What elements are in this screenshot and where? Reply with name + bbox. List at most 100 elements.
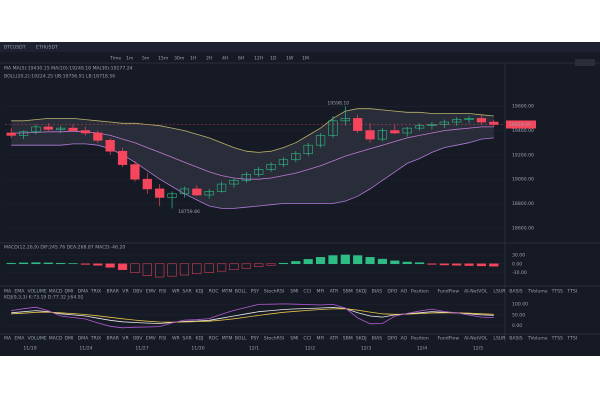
indicator-tab[interactable]: DMA: [78, 336, 90, 342]
indicator-tab[interactable]: DPO: [387, 336, 397, 342]
indicator-tab[interactable]: TVolume: [527, 336, 548, 342]
macd-bar: [402, 261, 412, 265]
indicator-tab[interactable]: DMI: [65, 289, 74, 295]
indicator-tab[interactable]: TTSS: [551, 289, 563, 295]
candle-body: [328, 120, 338, 136]
indicator-tab[interactable]: DPO: [387, 289, 397, 295]
indicator-tab[interactable]: TTSS: [551, 336, 563, 342]
indicator-tab[interactable]: KDJ: [196, 336, 204, 342]
indicator-tab[interactable]: BOLL: [235, 336, 247, 342]
indicator-tab[interactable]: WR: [172, 289, 181, 295]
indicator-tab[interactable]: PSY: [251, 336, 260, 342]
indicator-tab[interactable]: MFI: [317, 289, 325, 295]
indicator-tab[interactable]: TTSI: [566, 289, 577, 295]
indicator-tab[interactable]: AO: [401, 336, 408, 342]
indicator-tab[interactable]: WR: [172, 336, 181, 342]
timeframe-button[interactable]: 1M: [302, 56, 309, 62]
macd-bar: [18, 262, 29, 265]
timeframe-button[interactable]: 1W: [286, 56, 294, 62]
indicator-tab[interactable]: LSUR: [493, 336, 506, 342]
timeframe-button[interactable]: 5m: [142, 56, 150, 62]
timeframe-button[interactable]: 12H: [254, 56, 263, 62]
indicator-tab[interactable]: FundFlow: [438, 289, 460, 295]
macd-bar: [80, 263, 91, 265]
indicator-tab[interactable]: SKDJ: [356, 289, 367, 295]
symbol-tab[interactable]: ETHUSDT: [36, 45, 58, 51]
settings-button[interactable]: [575, 59, 595, 66]
indicator-line: [11, 308, 494, 323]
indicator-tab[interactable]: StochRSI: [264, 336, 284, 342]
indicator-tab[interactable]: AO: [401, 289, 408, 295]
indicator-tab[interactable]: EMV: [146, 336, 157, 342]
indicator-tab[interactable]: TVolume: [527, 289, 548, 295]
timeframe-button[interactable]: 1D: [270, 56, 277, 62]
indicator-tab[interactable]: MTM: [222, 289, 233, 295]
indicator-tab[interactable]: SAR: [182, 289, 192, 295]
indicator-tab[interactable]: EMA: [14, 336, 25, 342]
indicator-tab[interactable]: CCI: [303, 336, 311, 342]
indicator-tab[interactable]: RSI: [159, 289, 166, 295]
indicator-tab[interactable]: DMA: [78, 289, 90, 295]
indicator-tab[interactable]: VR: [122, 289, 129, 295]
indicator-tab[interactable]: SBM: [343, 336, 353, 342]
indicator-tab[interactable]: BASIS: [509, 289, 523, 295]
indicator-tab[interactable]: PSY: [251, 289, 260, 295]
indicator-tab[interactable]: ROC: [209, 289, 219, 295]
indicator-tab[interactable]: StochRSI: [264, 289, 284, 295]
indicator-tab[interactable]: MTM: [222, 336, 233, 342]
indicator-tab[interactable]: BOLL: [235, 289, 247, 295]
indicator-tab[interactable]: OBV: [133, 289, 144, 295]
indicator-tab[interactable]: SAR: [182, 336, 192, 342]
timeframe-button[interactable]: 15m: [158, 56, 169, 62]
indicator-tab[interactable]: VOLUME: [28, 336, 47, 342]
macd-bar: [266, 263, 276, 266]
indicator-tab[interactable]: EMA: [14, 289, 25, 295]
indicator-tab[interactable]: MA: [4, 336, 12, 342]
indicator-tab[interactable]: BRAR: [107, 289, 120, 295]
indicator-tab[interactable]: AI-NetVOL: [464, 336, 488, 342]
timeframe-button[interactable]: 6H: [238, 56, 244, 62]
indicator-tab[interactable]: EMV: [146, 289, 157, 295]
symbol-tab[interactable]: BTCUSDT: [4, 45, 26, 51]
indicator-line: [11, 126, 494, 180]
indicator-tab[interactable]: FundFlow: [438, 336, 460, 342]
timeframe-button[interactable]: 4H: [222, 56, 228, 62]
macd-bar: [365, 257, 375, 265]
timeframe-button[interactable]: 2H: [206, 56, 212, 62]
indicator-tab[interactable]: ATR: [330, 289, 340, 295]
timeframe-button[interactable]: Time: [109, 56, 121, 62]
indicator-tab[interactable]: VOLUME: [28, 289, 47, 295]
indicator-tab[interactable]: TTSI: [566, 336, 577, 342]
indicator-tab[interactable]: BASIS: [509, 336, 523, 342]
indicator-tab[interactable]: LSUR: [493, 289, 506, 295]
timeframe-button[interactable]: 1H: [190, 56, 196, 62]
indicator-tab[interactable]: CCI: [303, 289, 311, 295]
indicator-tab[interactable]: RSI: [159, 336, 166, 342]
indicator-tab[interactable]: SMI: [290, 336, 298, 342]
indicator-tab[interactable]: MACD: [49, 289, 63, 295]
y-tick-label: 30.00: [512, 252, 525, 258]
indicator-tab[interactable]: BIAS: [372, 289, 383, 295]
indicator-tab[interactable]: BRAR: [107, 336, 120, 342]
indicator-tab[interactable]: TRIX: [90, 289, 102, 295]
indicator-tab[interactable]: TRIX: [90, 336, 102, 342]
indicator-tab[interactable]: MFI: [317, 336, 325, 342]
indicator-tab[interactable]: AI-NetVOL: [464, 289, 488, 295]
indicator-tab[interactable]: ATR: [330, 336, 340, 342]
indicator-tab[interactable]: SKDJ: [356, 336, 367, 342]
indicator-tab[interactable]: SMI: [290, 289, 298, 295]
indicator-tab[interactable]: OBV: [133, 336, 144, 342]
indicator-tab[interactable]: DMI: [65, 336, 74, 342]
timeframe-button[interactable]: 30m: [174, 56, 185, 62]
timeframe-button[interactable]: 1m: [126, 56, 134, 62]
indicator-tab[interactable]: Position: [411, 289, 429, 295]
indicator-tab[interactable]: MA: [4, 289, 12, 295]
indicator-tab[interactable]: KDJ: [196, 289, 204, 295]
indicator-tab[interactable]: MACD: [49, 336, 63, 342]
indicator-tab[interactable]: BIAS: [372, 336, 383, 342]
indicator-tab[interactable]: SBM: [343, 289, 353, 295]
indicator-tab[interactable]: ROC: [209, 336, 219, 342]
indicator-tab[interactable]: VR: [122, 336, 129, 342]
indicator-info: KDJ(9,3,3) K:73.19 D:77.32 J:64.92: [4, 295, 84, 301]
indicator-tab[interactable]: Position: [411, 336, 429, 342]
